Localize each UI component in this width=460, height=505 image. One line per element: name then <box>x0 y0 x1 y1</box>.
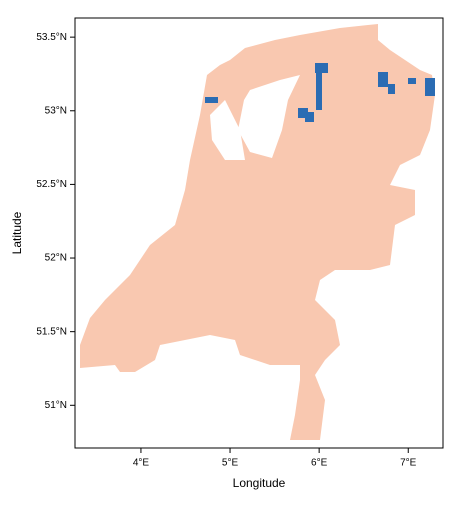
x-tick-label: 7°E <box>400 458 417 469</box>
highlight-cell <box>305 112 314 122</box>
x-tick-label: 4°E <box>133 458 150 469</box>
y-tick-label: 52°N <box>45 253 67 264</box>
highlight-cell <box>316 70 322 110</box>
water <box>238 75 300 158</box>
highlight-cell <box>408 78 416 84</box>
highlight-cell <box>378 72 388 87</box>
y-axis-title: Latitude <box>10 211 24 254</box>
y-tick-label: 53°N <box>45 105 67 116</box>
water <box>210 100 245 160</box>
y-tick-label: 52.5°N <box>36 179 67 190</box>
plot-frame <box>74 17 444 449</box>
highlight-cell <box>425 78 435 96</box>
y-tick-label: 53.5°N <box>36 32 67 43</box>
land <box>80 24 435 440</box>
highlight-cell <box>205 97 218 103</box>
x-axis-title: Longitude <box>233 476 286 490</box>
y-tick-label: 51.5°N <box>36 326 67 337</box>
x-tick-label: 5°E <box>222 458 239 469</box>
highlights <box>205 63 435 122</box>
x-tick-label: 6°E <box>311 458 328 469</box>
y-tick-label: 51°N <box>45 400 67 411</box>
highlight-cell <box>315 63 328 73</box>
highlight-cell <box>388 84 395 94</box>
netherlands-land <box>80 24 435 440</box>
highlight-cell <box>298 108 308 118</box>
